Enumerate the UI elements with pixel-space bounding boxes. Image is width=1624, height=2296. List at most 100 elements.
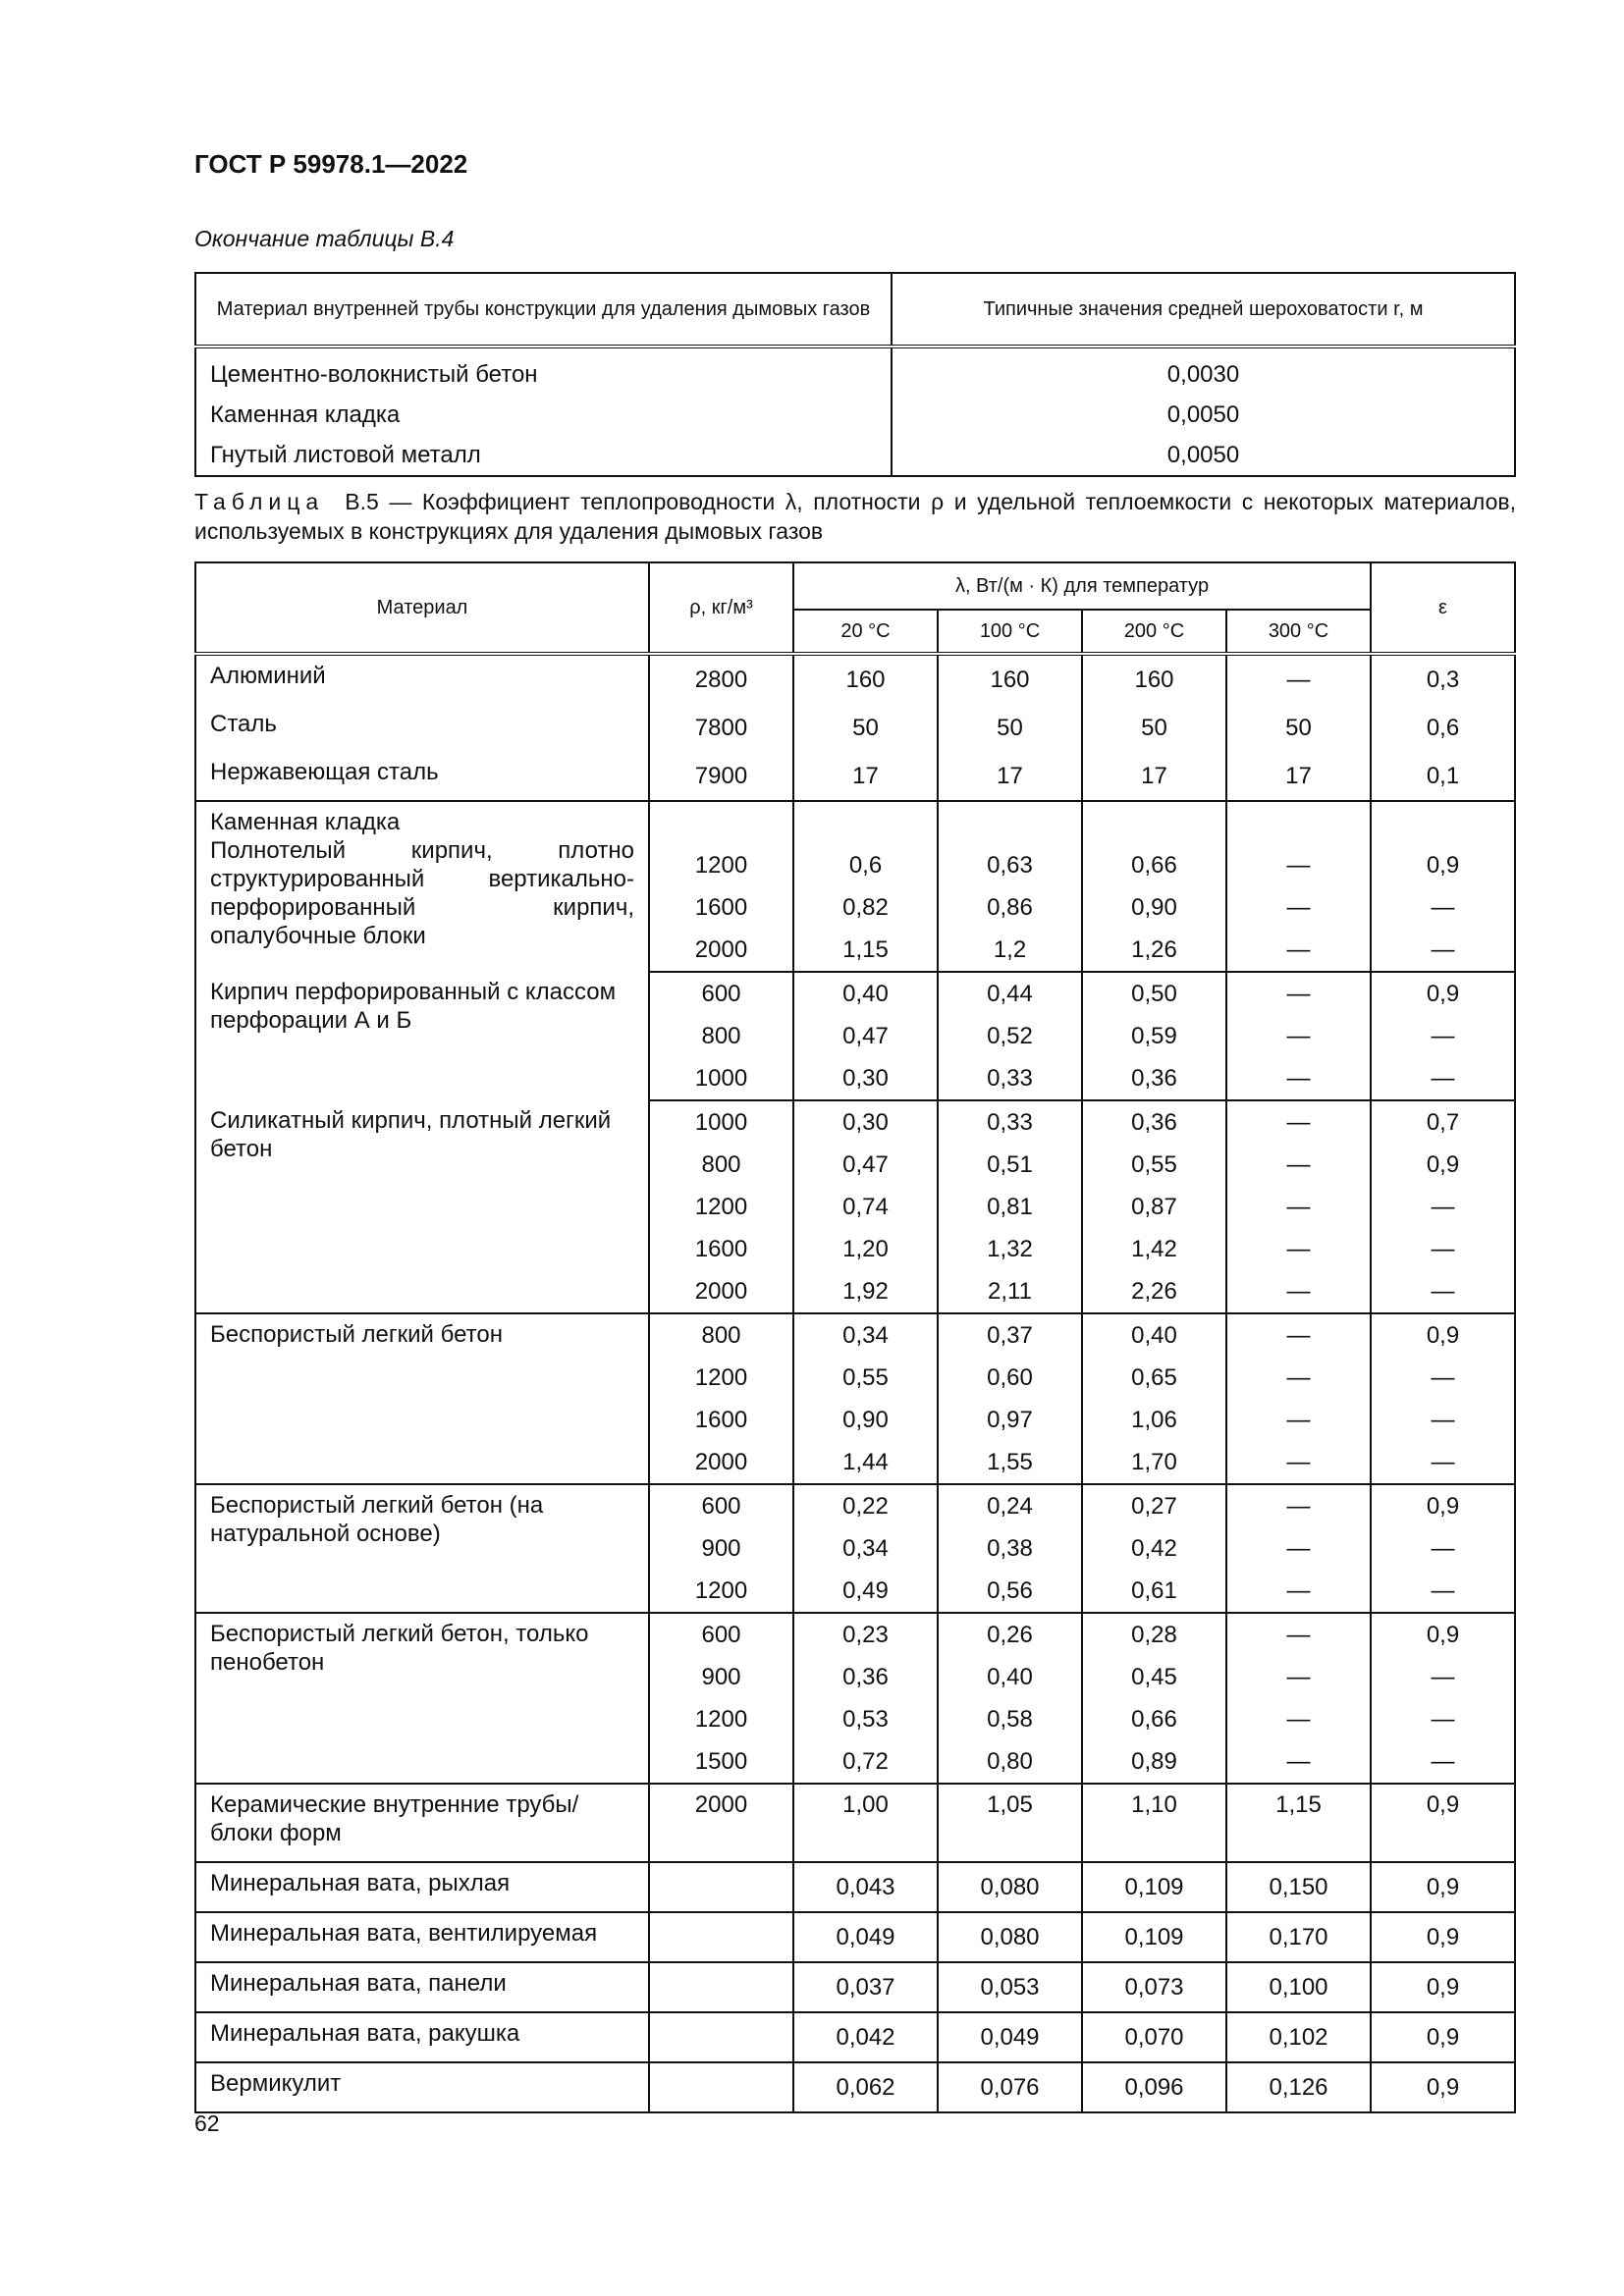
value-cell: 0,0050 xyxy=(892,435,1516,476)
lambda-300c-cell: — xyxy=(1224,1270,1373,1313)
lambda-100c-cell: 0,38 xyxy=(937,1527,1083,1570)
lambda-200c-cell: 2,26 xyxy=(1081,1270,1227,1313)
table-row: Беспористый легкий бетон 800 0,34 0,37 0,40—… xyxy=(194,1312,1516,1484)
lambda-100c-cell: 0,26 xyxy=(937,1612,1083,1656)
lambda-100c-cell: 0,40 xyxy=(937,1656,1083,1698)
lambda-20c-cell: 1,92 xyxy=(792,1270,939,1313)
material-name: Минеральная вата, рыхлая xyxy=(210,1870,511,1896)
material-cell: Минеральная вата, вентилируемая xyxy=(194,1911,650,1962)
column-header-20c: 20 °C xyxy=(792,609,939,656)
column-header-material: Материал внутренней трубы конструкции дл… xyxy=(195,273,893,348)
value-cell: 0,0050 xyxy=(892,395,1516,435)
lambda-100c-cell: 0,63 xyxy=(937,844,1083,886)
material-name: Минеральная вата, панели xyxy=(210,1970,507,1997)
lambda-20c-cell: 0,22 xyxy=(792,1483,939,1527)
density-cell xyxy=(648,2061,794,2112)
table-row: 800 0,47 0,51 0,55—0,9 xyxy=(195,1144,1516,1186)
lambda-100c-cell: 0,51 xyxy=(937,1144,1083,1186)
emissivity-cell: 0,9 xyxy=(1370,1911,1516,1962)
lambda-20c-cell: 1,20 xyxy=(792,1228,939,1270)
lambda-200c-cell: 0,42 xyxy=(1081,1527,1227,1570)
table-row: Минеральная вата, панели 0,037 0,053 0,073 0… xyxy=(194,1961,1516,2012)
material-cell: Беспористый легкий бетон (на натуральной… xyxy=(194,1483,650,1613)
density-cell: 1200 xyxy=(648,1186,794,1228)
density-cell: 2800 xyxy=(648,653,794,704)
lambda-300c-cell: — xyxy=(1224,1612,1373,1656)
lambda-300c-cell: — xyxy=(1224,886,1373,929)
table-row: 1200 0,53 0,58 0,66— — xyxy=(195,1698,1516,1740)
table-row: 900 0,34 0,38 0,42— — xyxy=(195,1527,1516,1570)
table-caption: Таблица В.5 — Коэффициент теплопроводнос… xyxy=(194,487,1516,546)
lambda-300c-cell: 0,102 xyxy=(1224,2011,1373,2062)
density-cell: 800 xyxy=(648,1312,794,1357)
table-row: Силикатный кирпич, плотный легкий бетон 1… xyxy=(194,1099,1516,1313)
table-row: 2000 1,44 1,55 1,70— — xyxy=(195,1441,1516,1484)
lambda-200c-cell: 160 xyxy=(1081,653,1227,704)
table-row: Каменная кладка 0,0050 xyxy=(195,395,1516,435)
lambda-20c-cell: 0,037 xyxy=(792,1961,939,2012)
lambda-20c-cell: 0,6 xyxy=(792,844,939,886)
emissivity-cell: 0,6 xyxy=(1370,704,1516,752)
lambda-20c-cell: 0,82 xyxy=(792,886,939,929)
material-cell: Каменная кладка Полнотелый кирпич, плотно… xyxy=(194,800,650,972)
density-cell xyxy=(648,2011,794,2062)
lambda-100c-cell: 0,33 xyxy=(937,1099,1083,1144)
density-cell: 1200 xyxy=(648,1698,794,1740)
lambda-300c-cell: — xyxy=(1224,1099,1373,1144)
lambda-100c-cell: 1,2 xyxy=(937,929,1083,972)
lambda-300c-cell: 17 xyxy=(1224,752,1373,801)
table-row: Гнутый листовой металл 0,0050 xyxy=(195,435,1516,476)
lambda-200c-cell: 0,109 xyxy=(1081,1861,1227,1912)
document-id: ГОСТ Р 59978.1—2022 xyxy=(194,149,468,179)
lambda-100c-cell: 0,56 xyxy=(937,1570,1083,1613)
lambda-300c-cell: 1,15 xyxy=(1224,1783,1373,1862)
density-cell: 800 xyxy=(648,1144,794,1186)
lambda-20c-cell: 1,15 xyxy=(792,929,939,972)
lambda-200c-cell: 1,70 xyxy=(1081,1441,1227,1484)
density-cell xyxy=(648,1861,794,1912)
emissivity-cell: — xyxy=(1370,1740,1516,1784)
table-row: 1200 0,74 0,81 0,87— — xyxy=(195,1186,1516,1228)
emissivity-cell: — xyxy=(1370,1656,1516,1698)
emissivity-cell: 0,9 xyxy=(1370,1312,1516,1357)
lambda-100c-cell: 0,44 xyxy=(937,971,1083,1015)
lambda-300c-cell: — xyxy=(1224,1570,1373,1613)
density-cell: 1600 xyxy=(648,1228,794,1270)
material-cell: Беспористый легкий бетон, только пенобет… xyxy=(194,1612,650,1784)
lambda-20c-cell: 0,47 xyxy=(792,1015,939,1057)
lambda-200c-cell: 0,65 xyxy=(1081,1357,1227,1399)
emissivity-cell: 0,9 xyxy=(1370,844,1516,886)
lambda-100c-cell: 1,05 xyxy=(937,1783,1083,1862)
table-row: 1600 0,82 0,86 0,90— — xyxy=(195,886,1516,929)
material-cell: Беспористый легкий бетон xyxy=(194,1312,650,1484)
lambda-100c-cell: 0,049 xyxy=(937,2011,1083,2062)
density-cell: 1600 xyxy=(648,886,794,929)
table-row: Цементно-волокнистый бетон 0,0030 xyxy=(195,347,1516,395)
table-row: Вермикулит 0,062 0,076 0,096 0,126 0,9 xyxy=(194,2061,1516,2112)
emissivity-cell: 0,9 xyxy=(1370,2011,1516,2062)
lambda-200c-cell: 0,66 xyxy=(1081,844,1227,886)
lambda-300c-cell: — xyxy=(1224,653,1373,704)
emissivity-cell: 0,9 xyxy=(1370,1783,1516,1862)
material-cell: Нержавеющая сталь xyxy=(194,752,650,801)
emissivity-cell: — xyxy=(1370,929,1516,972)
lambda-20c-cell: 1,00 xyxy=(792,1783,939,1862)
lambda-200c-cell: 0,36 xyxy=(1081,1057,1227,1100)
density-cell xyxy=(648,1911,794,1962)
lambda-300c-cell: — xyxy=(1224,1441,1373,1484)
emissivity-cell: — xyxy=(1370,1270,1516,1313)
table-row: 2000 1,92 2,11 2,26— — xyxy=(195,1270,1516,1313)
material-name: Кирпич перфорированный с классом перфора… xyxy=(210,979,617,1034)
lambda-200c-cell: 0,28 xyxy=(1081,1612,1227,1656)
lambda-100c-cell: 0,97 xyxy=(937,1399,1083,1441)
density-cell: 900 xyxy=(648,1656,794,1698)
lambda-200c-cell: 0,096 xyxy=(1081,2061,1227,2112)
lambda-300c-cell: — xyxy=(1224,1228,1373,1270)
density-cell: 1200 xyxy=(648,1357,794,1399)
table-subheader-row: 20 °C 100 °C 200 °C 300 °C xyxy=(195,609,1515,656)
material-name: Беспористый легкий бетон, только пенобет… xyxy=(210,1621,589,1676)
table-row: Сталь 7800 50 50 50 50 0,6 xyxy=(194,704,1516,752)
lambda-100c-cell: 160 xyxy=(937,653,1083,704)
emissivity-cell: 0,9 xyxy=(1370,1961,1516,2012)
column-header-200c: 200 °C xyxy=(1081,609,1227,656)
